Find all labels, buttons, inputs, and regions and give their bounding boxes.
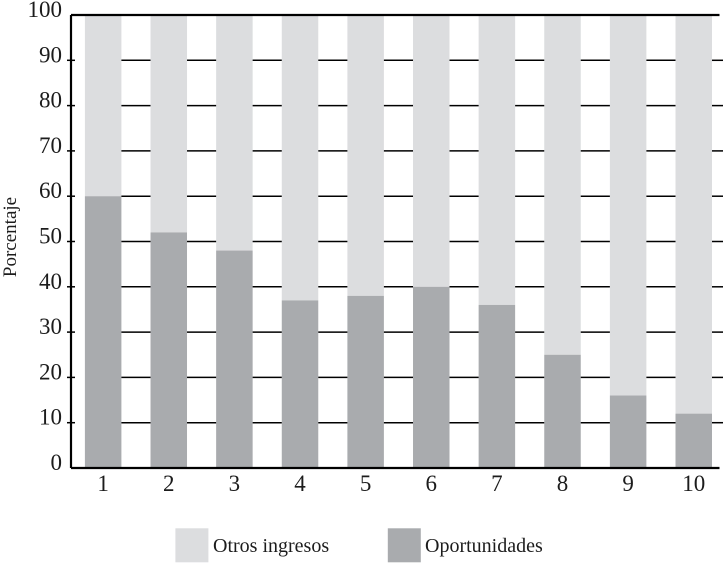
svg-text:Otros ingresos: Otros ingresos: [213, 535, 329, 557]
svg-text:1: 1: [97, 471, 109, 496]
svg-text:6: 6: [426, 471, 438, 496]
svg-text:90: 90: [39, 42, 62, 67]
svg-text:10: 10: [682, 471, 705, 496]
svg-text:9: 9: [622, 471, 634, 496]
svg-text:Porcentaje: Porcentaje: [0, 197, 21, 277]
svg-text:70: 70: [39, 133, 62, 158]
svg-text:8: 8: [557, 471, 569, 496]
svg-text:80: 80: [39, 88, 62, 113]
svg-text:30: 30: [39, 314, 62, 339]
svg-text:Oportunidades: Oportunidades: [425, 535, 543, 557]
svg-text:100: 100: [28, 0, 63, 22]
svg-text:2: 2: [163, 471, 175, 496]
svg-text:60: 60: [39, 178, 62, 203]
svg-text:4: 4: [294, 471, 306, 496]
svg-text:50: 50: [39, 224, 62, 249]
svg-text:20: 20: [39, 359, 62, 384]
svg-text:5: 5: [360, 471, 372, 496]
svg-text:0: 0: [51, 450, 63, 475]
svg-text:3: 3: [229, 471, 241, 496]
svg-text:40: 40: [39, 269, 62, 294]
svg-text:7: 7: [491, 471, 503, 496]
svg-text:10: 10: [39, 405, 62, 430]
